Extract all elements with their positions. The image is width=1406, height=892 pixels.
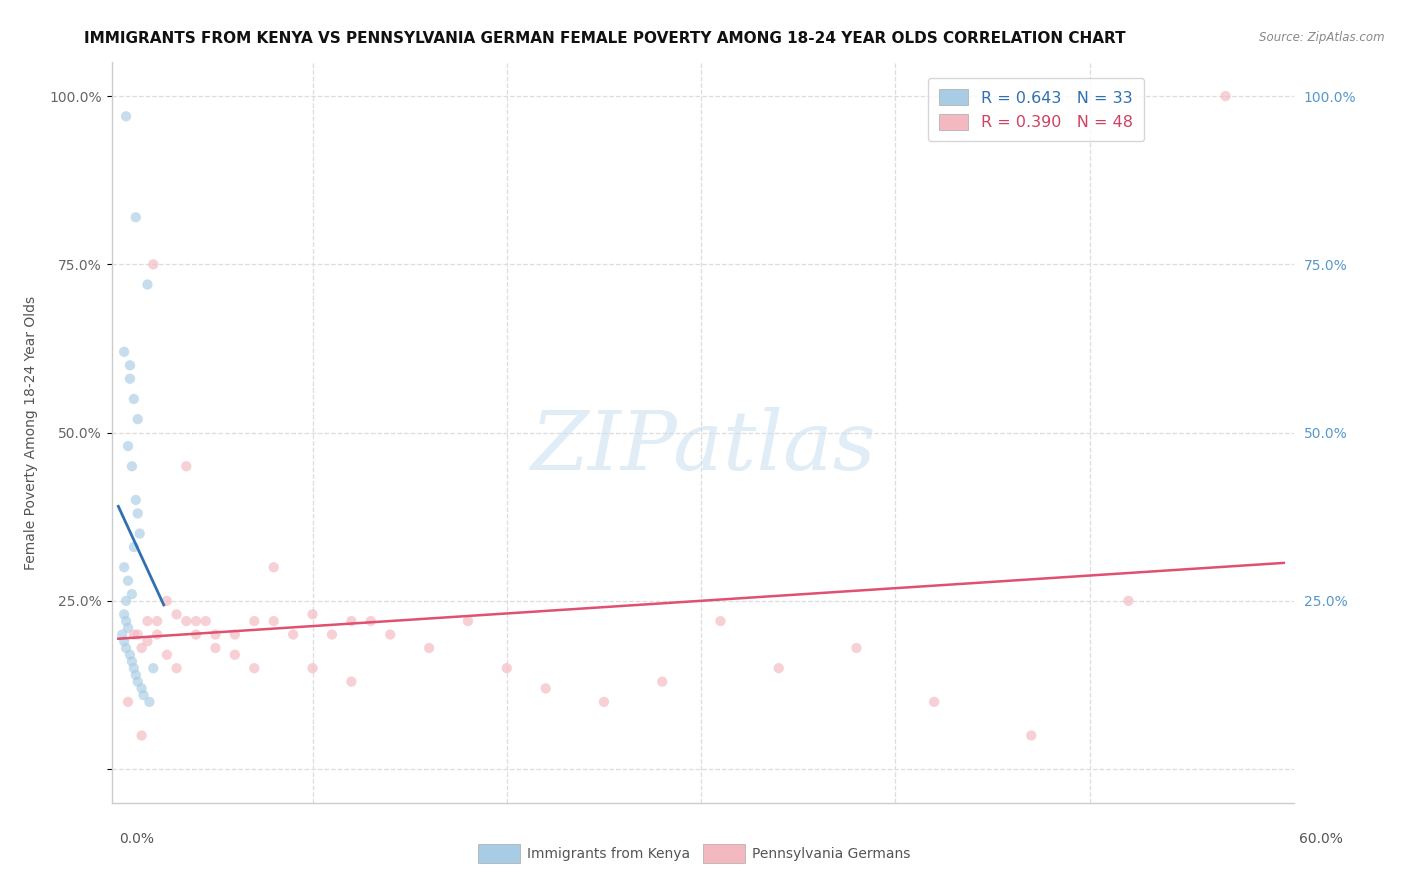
Point — [121, 655, 143, 669]
Point — [156, 594, 179, 608]
Point — [127, 627, 149, 641]
Point — [118, 372, 141, 386]
Point — [340, 674, 363, 689]
Point — [321, 627, 343, 641]
Point — [117, 621, 139, 635]
Point — [360, 614, 382, 628]
Point — [122, 661, 145, 675]
Point — [1215, 89, 1237, 103]
Point — [1118, 594, 1140, 608]
Point — [112, 634, 135, 648]
Point — [922, 695, 945, 709]
Point — [117, 695, 139, 709]
Point — [380, 627, 402, 641]
Point — [204, 627, 226, 641]
Point — [122, 392, 145, 406]
Text: Pennsylvania Germans: Pennsylvania Germans — [752, 847, 911, 861]
Point — [534, 681, 557, 696]
Point — [263, 614, 285, 628]
Point — [184, 614, 207, 628]
Point — [128, 526, 150, 541]
Point — [115, 640, 138, 655]
Point — [136, 634, 159, 648]
Point — [146, 627, 169, 641]
Point — [125, 211, 148, 225]
Point — [125, 668, 148, 682]
Point — [1019, 729, 1042, 743]
Point — [138, 695, 160, 709]
Point — [112, 560, 135, 574]
Point — [121, 459, 143, 474]
Point — [115, 614, 138, 628]
Text: IMMIGRANTS FROM KENYA VS PENNSYLVANIA GERMAN FEMALE POVERTY AMONG 18-24 YEAR OLD: IMMIGRANTS FROM KENYA VS PENNSYLVANIA GE… — [84, 31, 1126, 46]
Point — [301, 607, 323, 622]
Point — [127, 412, 149, 426]
Point — [136, 614, 159, 628]
Text: 60.0%: 60.0% — [1299, 832, 1343, 846]
Point — [127, 674, 149, 689]
Point — [142, 257, 165, 271]
Point — [121, 587, 143, 601]
Point — [340, 614, 363, 628]
Point — [301, 661, 323, 675]
Point — [709, 614, 731, 628]
Point — [112, 344, 135, 359]
Point — [263, 560, 285, 574]
Point — [166, 661, 188, 675]
Point — [136, 277, 159, 292]
Point — [194, 614, 217, 628]
Point — [112, 607, 135, 622]
Point — [457, 614, 479, 628]
Point — [111, 627, 134, 641]
Point — [117, 574, 139, 588]
Point — [243, 614, 266, 628]
Point — [156, 648, 179, 662]
Point — [184, 627, 207, 641]
Point — [118, 648, 141, 662]
Point — [651, 674, 673, 689]
Legend: R = 0.643   N = 33, R = 0.390   N = 48: R = 0.643 N = 33, R = 0.390 N = 48 — [928, 78, 1144, 141]
Point — [768, 661, 790, 675]
Point — [131, 640, 153, 655]
Text: ZIPatlas: ZIPatlas — [530, 408, 876, 487]
Point — [142, 661, 165, 675]
Point — [115, 109, 138, 123]
Point — [122, 540, 145, 554]
Y-axis label: Female Poverty Among 18-24 Year Olds: Female Poverty Among 18-24 Year Olds — [24, 295, 38, 570]
Point — [122, 627, 145, 641]
Point — [281, 627, 304, 641]
Point — [845, 640, 868, 655]
Point — [593, 695, 616, 709]
Point — [146, 614, 169, 628]
Point — [174, 614, 197, 628]
Text: Source: ZipAtlas.com: Source: ZipAtlas.com — [1260, 31, 1385, 45]
Point — [418, 640, 440, 655]
Point — [243, 661, 266, 675]
Text: Immigrants from Kenya: Immigrants from Kenya — [527, 847, 690, 861]
Point — [204, 640, 226, 655]
Point — [131, 729, 153, 743]
Point — [115, 594, 138, 608]
Point — [495, 661, 517, 675]
Point — [125, 492, 148, 507]
Point — [127, 507, 149, 521]
Point — [118, 359, 141, 373]
Point — [131, 681, 153, 696]
Point — [224, 648, 246, 662]
Point — [117, 439, 139, 453]
Point — [132, 688, 155, 702]
Point — [224, 627, 246, 641]
Point — [174, 459, 197, 474]
Text: 0.0%: 0.0% — [120, 832, 155, 846]
Point — [166, 607, 188, 622]
